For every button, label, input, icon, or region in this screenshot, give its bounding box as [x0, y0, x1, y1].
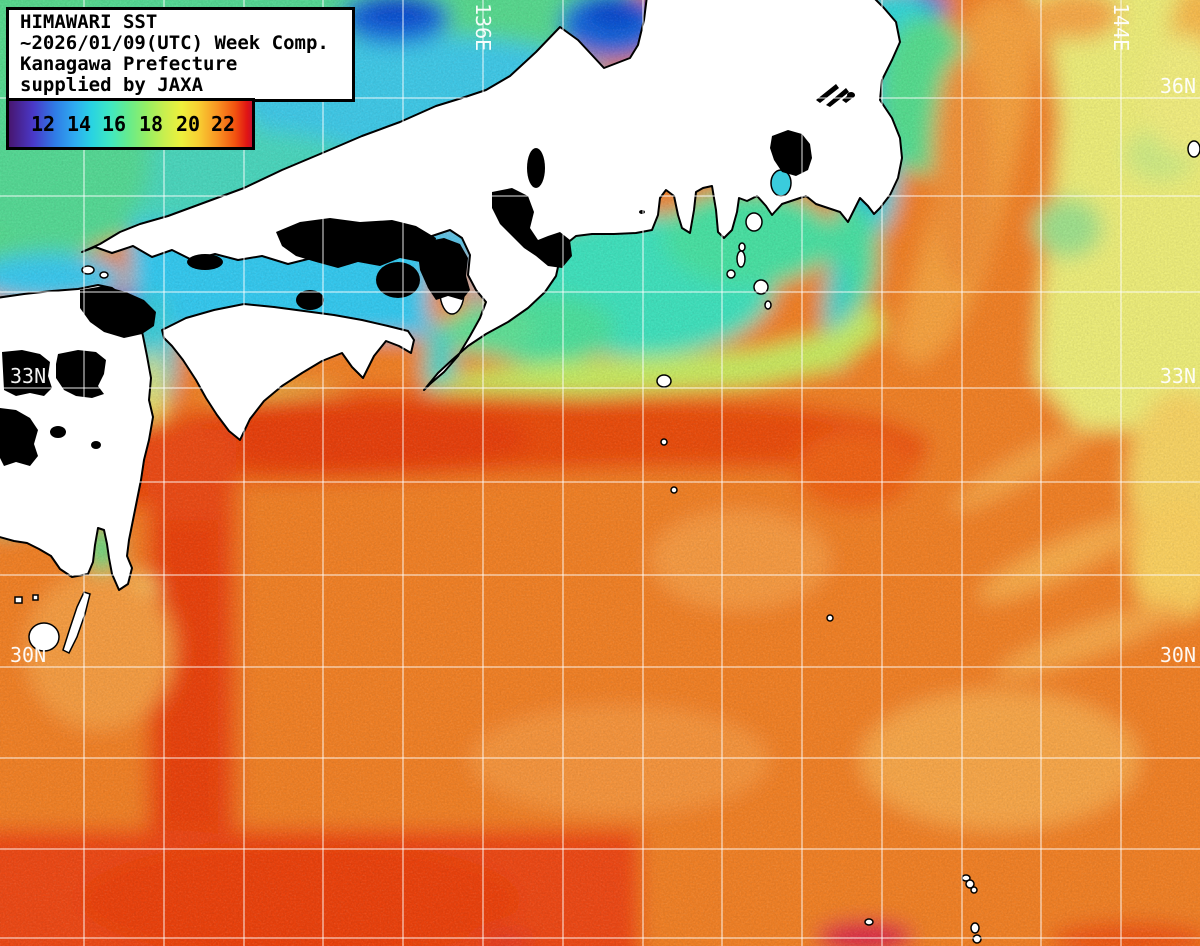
colorbar-tick: 14 [66, 112, 92, 136]
product-region: Kanagawa Prefecture [20, 53, 238, 75]
void-osaka-bay [418, 238, 470, 300]
void-kyushu-west [2, 350, 52, 396]
void-seto [276, 218, 436, 268]
void-kyushu-west [0, 408, 38, 466]
island-izu-chain [753, 279, 769, 295]
void-seto [376, 262, 420, 298]
island-yakushima [28, 622, 60, 652]
island-chain-southeast [965, 879, 975, 889]
island-speck [99, 271, 109, 279]
void-lake [847, 92, 855, 98]
island-offshore [656, 374, 672, 388]
island-speck [32, 594, 39, 601]
island-izu-chain [738, 242, 746, 252]
island-speck [14, 596, 23, 604]
island-speck [864, 918, 874, 926]
meridian-label: 136E [471, 3, 495, 51]
product-date: ~2026/01/09(UTC) Week Comp. [20, 32, 329, 54]
void-kasumigaura [816, 84, 855, 107]
island-speck [81, 265, 95, 275]
parallel-label: 33N [10, 364, 46, 388]
meridian-label: 144E [1109, 3, 1133, 51]
island-chain-southeast [970, 886, 978, 894]
void-kanmon [80, 286, 156, 338]
void-seto [296, 290, 324, 310]
colorbar-tick: 20 [175, 112, 201, 136]
colorbar-tick: 16 [101, 112, 127, 136]
parallel-label: 36N [1160, 74, 1196, 98]
island-chain-southeast [970, 922, 980, 934]
void-speck [50, 426, 66, 438]
island-oshima [745, 212, 763, 232]
void-lake-biwa [527, 148, 545, 188]
island-izu-chain [726, 269, 736, 279]
colorbar-tick: 12 [30, 112, 56, 136]
parallel-label: 30N [1160, 643, 1196, 667]
product-credit: supplied by JAXA [20, 74, 204, 96]
island-speck [826, 614, 834, 622]
parallel-label: 30N [10, 643, 46, 667]
bay-mouth-water [770, 169, 792, 197]
landmass-shikoku [161, 303, 415, 441]
island-izu-chain [736, 250, 746, 268]
island-tanegashima [62, 591, 91, 655]
parallel-label: 33N [1160, 364, 1196, 388]
islands [14, 140, 1200, 944]
void-ise-bay [492, 188, 572, 268]
colorbar-tick: 18 [138, 112, 164, 136]
temperature-colorbar: 12 14 16 18 20 22 [6, 98, 255, 150]
void-kyushu-west [56, 350, 106, 398]
colorbar-tick: 22 [210, 112, 236, 136]
island-speck [660, 438, 668, 446]
void-seto [187, 254, 223, 270]
void-speck [639, 210, 645, 214]
product-title: HIMAWARI SST [20, 11, 158, 33]
void-speck [91, 441, 101, 449]
island-chain-southeast [972, 934, 982, 944]
island-right-edge [1187, 140, 1200, 158]
island-izu-chain [764, 300, 772, 310]
island-speck [670, 486, 678, 494]
title-box: HIMAWARI SST ~2026/01/09(UTC) Week Comp.… [6, 7, 355, 102]
